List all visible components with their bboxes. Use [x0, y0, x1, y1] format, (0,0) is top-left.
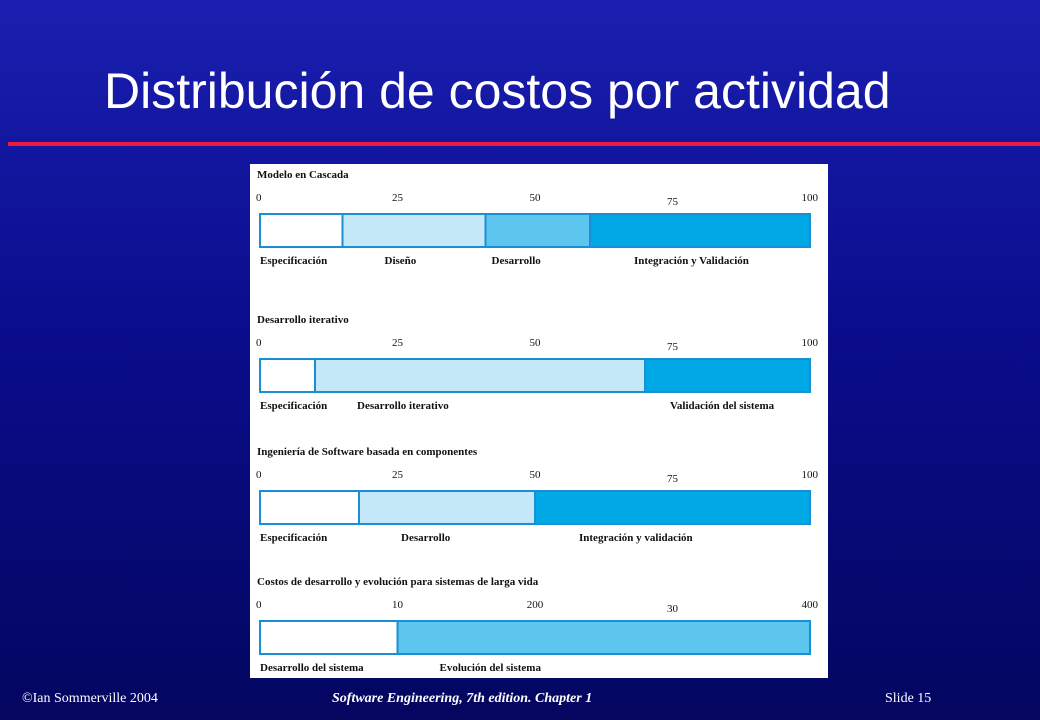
footer-book-title: Software Engineering, 7th edition. Chapt…	[332, 691, 593, 706]
bar-segment	[259, 358, 316, 393]
bar-segment	[644, 358, 811, 393]
segment-label: Desarrollo	[492, 255, 542, 267]
bar-segment	[259, 490, 360, 525]
bar-segment	[259, 213, 344, 248]
tick-label: 0	[256, 469, 262, 481]
segment-label: Especificación	[260, 400, 327, 412]
tick-label: 25	[392, 192, 404, 204]
tick-label: 0	[256, 599, 262, 611]
tick-label: 100	[802, 337, 819, 349]
segment-label: Desarrollo	[401, 532, 451, 544]
segment-label: Integración y Validación	[634, 255, 749, 267]
tick-label: 0	[256, 192, 262, 204]
bar-segment	[589, 213, 811, 248]
segment-label: Especificación	[260, 255, 327, 267]
segment-label: Integración y validación	[579, 532, 693, 544]
tick-label: 75	[667, 341, 679, 353]
tick-label: 50	[530, 337, 542, 349]
bar-segment	[341, 213, 487, 248]
bar-segment	[484, 213, 591, 248]
bar-segment	[534, 490, 811, 525]
tick-label: 10	[392, 599, 404, 611]
tick-label: 0	[256, 337, 262, 349]
tick-label: 30	[667, 603, 679, 615]
tick-label: 75	[667, 473, 679, 485]
tick-label: 100	[802, 192, 819, 204]
tick-label: 25	[392, 469, 404, 481]
footer-copyright: ©Ian Sommerville 2004	[22, 691, 158, 706]
slide-title: Distribución de costos por actividad	[104, 63, 891, 119]
tick-label: 50	[530, 192, 542, 204]
cost-distribution-figure: Modelo en Cascada 0 25 50 75 100 Especificació…	[250, 164, 828, 678]
segment-label: Especificación	[260, 532, 327, 544]
tick-label: 200	[527, 599, 544, 611]
tick-label: 400	[802, 599, 819, 611]
segment-label: Validación del sistema	[670, 400, 775, 412]
bar-segment	[396, 620, 811, 655]
chart-title: Desarrollo iterativo	[257, 314, 349, 326]
segment-label: Evolución del sistema	[440, 662, 542, 674]
segment-label: Desarrollo iterativo	[357, 400, 449, 412]
chart-title: Costos de desarrollo y evolución para si…	[257, 576, 539, 588]
bar-segment	[358, 490, 536, 525]
tick-label: 25	[392, 337, 404, 349]
tick-label: 75	[667, 196, 679, 208]
title-rule	[8, 142, 1040, 146]
footer-slide-number: Slide 15	[885, 691, 932, 706]
segment-label: Desarrollo del sistema	[260, 662, 364, 674]
tick-label: 100	[802, 469, 819, 481]
bar-segment	[259, 620, 399, 655]
chart-title: Ingeniería de Software basada en compone…	[257, 446, 478, 458]
segment-label: Diseño	[385, 255, 417, 267]
chart-title: Modelo en Cascada	[257, 169, 349, 181]
bar-segment	[314, 358, 646, 393]
tick-label: 50	[530, 469, 542, 481]
